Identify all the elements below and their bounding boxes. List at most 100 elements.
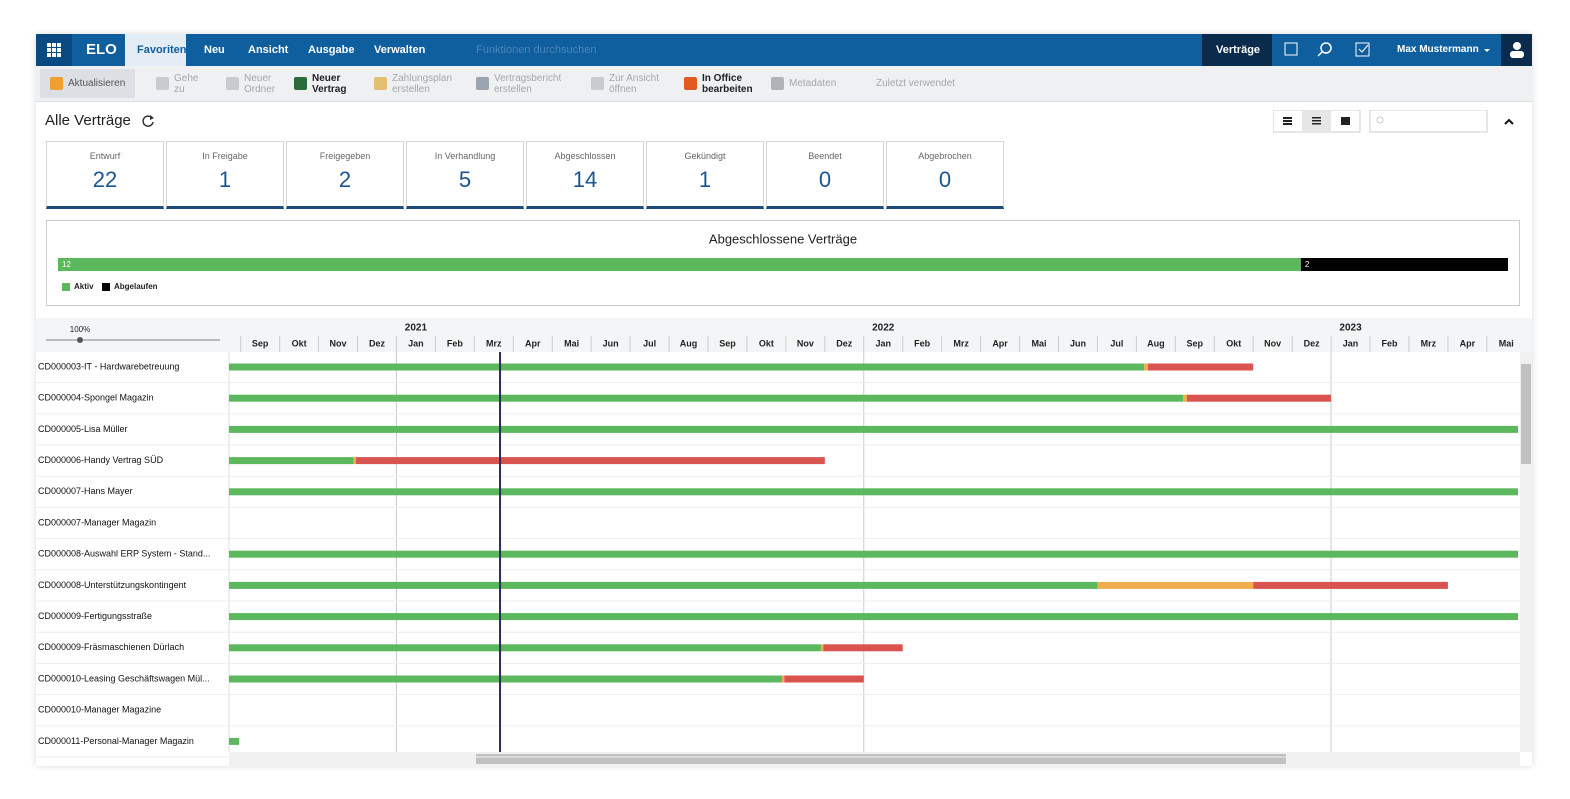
- toolbar-button[interactable]: In Office bearbeiten: [684, 69, 753, 98]
- tasks-icon[interactable]: [1355, 42, 1370, 57]
- gantt-segment[interactable]: [229, 675, 782, 683]
- gantt-segment[interactable]: [229, 457, 354, 465]
- gantt-segment[interactable]: [229, 394, 1184, 402]
- user-box: [1501, 34, 1532, 66]
- toolbar-icon: [156, 77, 169, 90]
- view-search[interactable]: [1369, 110, 1488, 133]
- year-label: 2023: [1339, 323, 1362, 334]
- status-card[interactable]: Freigegeben 2: [286, 141, 404, 209]
- toolbar-icon: [771, 77, 784, 90]
- month-label: Dez: [1304, 338, 1321, 348]
- row-label[interactable]: CD000003-IT - Hardwarebetreuung: [38, 361, 179, 371]
- app-menu-button[interactable]: [36, 34, 72, 66]
- toolbar-label-line: öffnen: [609, 83, 637, 95]
- toolbar-button[interactable]: Zahlungsplan erstellen: [374, 69, 452, 98]
- status-count: 0: [938, 167, 952, 192]
- status-card[interactable]: Abgebrochen 0: [886, 141, 1004, 209]
- row-label[interactable]: CD000009-Fräsmaschienen Dürlach: [38, 642, 184, 652]
- gantt-segment[interactable]: [1183, 394, 1187, 402]
- gantt-segment[interactable]: [781, 675, 785, 683]
- app: ELO Funktionen durchsuchen Verträge Max …: [36, 34, 1532, 766]
- toolbar-button[interactable]: Vertragsbericht erstellen: [476, 69, 561, 98]
- status-count: 22: [92, 167, 118, 192]
- value-label: 2: [1305, 260, 1310, 269]
- context-box[interactable]: [1202, 34, 1272, 66]
- gantt-segment[interactable]: [353, 457, 356, 465]
- toolbar-label: Zur Ansicht öffnen: [609, 73, 659, 95]
- collapse-icon[interactable]: [1504, 118, 1514, 125]
- row-label[interactable]: CD000007-Manager Magazin: [38, 517, 156, 527]
- search-icon[interactable]: [1320, 42, 1332, 54]
- row-label[interactable]: CD000004-Spongel Magazin: [38, 393, 154, 403]
- legend-swatch: [102, 283, 110, 291]
- zoom-knob[interactable]: [77, 337, 83, 343]
- context-label[interactable]: Verträge: [1216, 44, 1261, 56]
- gantt-segment[interactable]: [1097, 581, 1254, 589]
- h-scroll-thumb[interactable]: [476, 754, 1286, 764]
- row-label[interactable]: CD000007-Hans Mayer: [38, 486, 133, 496]
- status-card[interactable]: Beendet 0: [766, 141, 884, 209]
- gantt-segment[interactable]: [229, 363, 1145, 371]
- nav-tab[interactable]: Ausgabe: [308, 44, 355, 56]
- row-label[interactable]: CD000010-Manager Magazine: [38, 705, 161, 715]
- nav-tab[interactable]: Verwalten: [374, 44, 426, 56]
- toolbar-button[interactable]: Gehe zu: [156, 69, 198, 98]
- nav-tab[interactable]: Favoriten: [137, 44, 187, 56]
- month-label: Feb: [1381, 338, 1398, 348]
- toolbar-icon: [294, 77, 307, 90]
- nav-tab[interactable]: Neu: [204, 44, 225, 56]
- toolbar-button[interactable]: Zuletzt verwendet: [876, 69, 955, 98]
- month-label: Mai: [1499, 338, 1514, 348]
- user-name[interactable]: Max Mustermann: [1397, 44, 1479, 55]
- gantt-segment[interactable]: [229, 488, 1518, 496]
- month-label: Okt: [759, 338, 774, 348]
- user-menu[interactable]: [1484, 34, 1532, 66]
- toolbar-button[interactable]: Metadaten: [771, 69, 836, 98]
- toolbar-button[interactable]: Zur Ansicht öffnen: [591, 69, 659, 98]
- nav-tab[interactable]: Ansicht: [248, 44, 289, 56]
- gantt-segment[interactable]: [229, 425, 1518, 433]
- toolbar-button[interactable]: Neuer Vertrag: [294, 69, 346, 98]
- status-label: Abgebrochen: [918, 151, 972, 161]
- status-card[interactable]: In Freigabe 1: [166, 141, 284, 209]
- refresh-icon[interactable]: [140, 113, 156, 129]
- gantt-segment[interactable]: [229, 644, 821, 652]
- row-label[interactable]: CD000006-Handy Vertrag SÜD: [38, 455, 164, 465]
- elo-icon[interactable]: [1284, 42, 1298, 56]
- status-card[interactable]: Abgeschlossen 14: [526, 141, 644, 209]
- month-label: Sep: [719, 338, 736, 348]
- gantt-segment[interactable]: [229, 613, 1518, 621]
- gantt-segment[interactable]: [229, 581, 1098, 589]
- search-placeholder[interactable]: Funktionen durchsuchen: [476, 44, 597, 56]
- month-label: Aug: [680, 338, 698, 348]
- gantt-segment[interactable]: [355, 457, 825, 465]
- row-label[interactable]: CD000008-Unterstützungskontingent: [38, 580, 187, 590]
- row-label[interactable]: CD000010-Leasing Geschäftswagen Mül...: [38, 673, 210, 683]
- gantt-segment[interactable]: [820, 644, 824, 652]
- gantt-segment[interactable]: [229, 550, 1518, 558]
- row-label[interactable]: CD000009-Fertigungsstraße: [38, 611, 152, 621]
- row-label[interactable]: CD000008-Auswahl ERP System - Stand...: [38, 549, 210, 559]
- gantt-segment[interactable]: [229, 737, 240, 745]
- toolbar-label-line: erstellen: [494, 83, 532, 95]
- row-label[interactable]: CD000005-Lisa Müller: [38, 424, 128, 434]
- gantt-segment[interactable]: [1144, 363, 1149, 371]
- toolbar-button[interactable]: Aktualisieren: [40, 69, 136, 98]
- row-label[interactable]: CD000011-Personal-Manager Magazin: [38, 736, 194, 746]
- status-card[interactable]: Gekündigt 1: [646, 141, 764, 209]
- gantt-segment[interactable]: [1253, 581, 1448, 589]
- status-card[interactable]: In Verhandlung 5: [406, 141, 524, 209]
- view-title: Alle Verträge: [45, 112, 131, 129]
- toolbar: Aktualisieren Gehe zu Neuer Ordner Neuer Vertr…: [36, 66, 1532, 102]
- gantt-segment[interactable]: [1186, 394, 1332, 402]
- gantt-segment[interactable]: [784, 675, 864, 683]
- toolbar-button[interactable]: Neuer Ordner: [226, 69, 275, 98]
- month-label: Mrz: [1421, 338, 1437, 348]
- gantt-segment[interactable]: [1148, 363, 1254, 371]
- month-label: Mrz: [953, 338, 969, 348]
- month-label: Jul: [1110, 338, 1123, 348]
- status-card[interactable]: Entwurf 22: [46, 141, 164, 209]
- v-scroll-thumb[interactable]: [1521, 364, 1531, 464]
- gantt-segment[interactable]: [823, 644, 903, 652]
